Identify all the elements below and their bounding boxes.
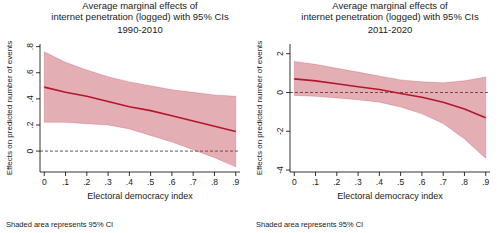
x-axis-title: Electoral democracy index [87, 191, 193, 201]
y-tick-label: -4 [275, 166, 285, 174]
x-tick-label: .5 [147, 177, 154, 187]
x-tick-label: .3 [355, 177, 362, 187]
chart-title: Average marginal effects of [332, 0, 448, 11]
x-tick-label: .5 [397, 177, 404, 187]
y-tick-label: -2 [275, 127, 285, 135]
x-tick-label: 0 [292, 177, 297, 187]
y-tick-label: 0 [25, 148, 35, 153]
y-tick [36, 124, 40, 125]
x-tick [379, 172, 380, 176]
y-tick [286, 92, 290, 93]
x-tick [171, 172, 172, 176]
y-tick-label: 0 [275, 90, 285, 95]
x-tick [214, 172, 215, 176]
x-tick-label: .2 [333, 177, 340, 187]
x-tick-label: .9 [232, 177, 239, 187]
y-tick-label: .6 [25, 69, 35, 76]
ci-band [294, 61, 485, 158]
y-tick [36, 46, 40, 47]
x-tick-label: .3 [105, 177, 112, 187]
y-tick [286, 170, 290, 171]
x-tick-label: .7 [440, 177, 447, 187]
y-axis-line [40, 44, 41, 172]
effect-line [294, 79, 485, 118]
chart-title: Average marginal effects of [82, 0, 198, 11]
y-tick [286, 131, 290, 132]
y-tick [36, 98, 40, 99]
plot-area [290, 44, 490, 172]
x-tick [108, 172, 109, 176]
x-tick-label: .7 [190, 177, 197, 187]
note: Shaded area represents 95% CI [6, 220, 113, 229]
marks [40, 52, 240, 167]
plot-area [40, 44, 240, 172]
x-tick-label: .1 [312, 177, 319, 187]
x-tick-label: .4 [126, 177, 133, 187]
chart-panel: Average marginal effects ofinternet pene… [5, 0, 240, 229]
x-tick-label: .6 [168, 177, 175, 187]
x-tick-label: .1 [62, 177, 69, 187]
x-axis-title: Electoral democracy index [337, 191, 443, 201]
chart-title: internet penetration (logged) with 95% C… [301, 11, 479, 22]
y-tick-label: .8 [25, 43, 35, 50]
chart-panel: Average marginal effects ofinternet pene… [255, 0, 490, 229]
ci-band [44, 52, 235, 167]
x-tick-label: .9 [482, 177, 489, 187]
x-tick-label: 0 [42, 177, 47, 187]
y-axis-line [290, 44, 291, 172]
y-tick-label: .4 [25, 95, 35, 102]
x-tick [421, 172, 422, 176]
x-tick [336, 172, 337, 176]
marks [290, 61, 490, 158]
x-tick-label: .2 [83, 177, 90, 187]
x-tick [235, 172, 236, 176]
x-tick-label: .6 [418, 177, 425, 187]
x-tick [150, 172, 151, 176]
y-tick [286, 53, 290, 54]
x-tick [400, 172, 401, 176]
y-tick-label: .2 [25, 121, 35, 128]
chart-title: internet penetration (logged) with 95% C… [51, 11, 229, 22]
x-tick [358, 172, 359, 176]
y-axis-title: Effects on predicted number of events [5, 41, 14, 176]
y-axis-title: Effects on predicted number of events [255, 41, 264, 176]
x-tick [294, 172, 295, 176]
x-axis-line [40, 172, 240, 173]
x-tick [193, 172, 194, 176]
y-tick-label: 2 [275, 51, 285, 56]
note: Shaded area represents 95% CI [256, 220, 363, 229]
x-tick [44, 172, 45, 176]
x-tick-label: .4 [376, 177, 383, 187]
figure: Average marginal effects ofinternet pene… [0, 0, 500, 233]
x-tick [65, 172, 66, 176]
x-tick-label: .8 [211, 177, 218, 187]
x-tick-label: .8 [461, 177, 468, 187]
x-tick [485, 172, 486, 176]
x-tick [86, 172, 87, 176]
chart-subtitle: 1990-2010 [117, 24, 162, 35]
x-tick [315, 172, 316, 176]
y-tick [36, 72, 40, 73]
y-tick [36, 151, 40, 152]
x-tick [129, 172, 130, 176]
effect-line [44, 87, 235, 131]
x-axis-line [290, 172, 490, 173]
x-tick [443, 172, 444, 176]
x-tick [464, 172, 465, 176]
chart-subtitle: 2011-2020 [368, 24, 413, 35]
